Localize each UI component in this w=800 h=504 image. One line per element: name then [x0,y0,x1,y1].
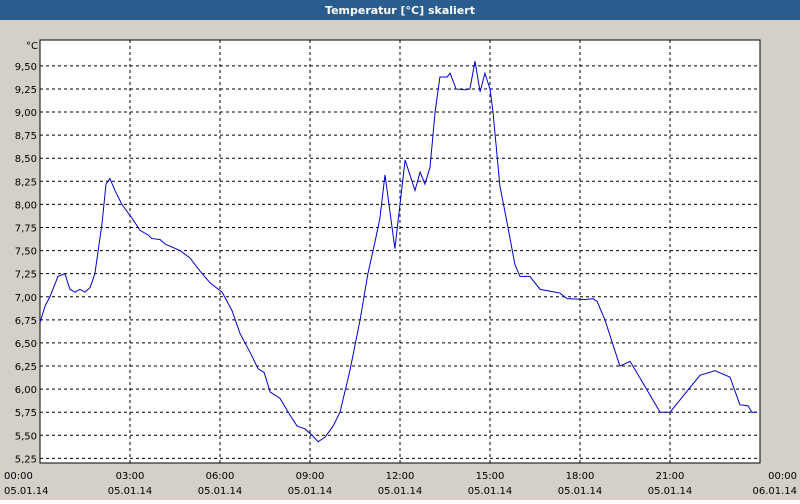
x-tick-date: 05.01.14 [648,486,693,497]
x-tick-label: 06:00 [206,471,235,482]
x-tick-label: 03:00 [116,471,145,482]
x-tick-date: 05.01.14 [108,486,153,497]
x-tick-date: 05.01.14 [378,486,423,497]
y-tick-label: 9,50 [15,62,37,73]
x-tick-label: 15:00 [476,471,505,482]
y-tick-label: 5,25 [15,454,37,465]
y-tick-label: 5,50 [15,431,37,442]
x-tick-date: 05.01.14 [4,486,49,497]
x-tick-label: 00:00 [768,471,797,482]
x-tick-date: 05.01.14 [468,486,513,497]
y-unit: °C [26,41,38,52]
title-bar [0,0,800,20]
y-tick-label: 6,50 [15,339,37,350]
y-tick-label: 7,75 [15,223,37,234]
temperature-line [39,61,757,443]
chart-title: Temperatur [°C] skaliert [325,4,475,17]
x-tick-label: 18:00 [566,471,595,482]
x-tick-date: 05.01.14 [198,486,243,497]
x-tick-date: 05.01.14 [558,486,603,497]
y-tick-label: 8,75 [15,131,37,142]
y-tick-label: 5,75 [15,408,37,419]
y-tick-label: 6,00 [15,385,37,396]
x-tick-label: 09:00 [296,471,325,482]
y-tick-label: 8,25 [15,177,37,188]
x-tick-date: 06.01.14 [752,486,797,497]
y-tick-label: 8,00 [15,200,37,211]
y-tick-label: 7,25 [15,270,37,281]
y-tick-label: 9,25 [15,85,37,96]
x-tick-label: 00:00 [4,471,33,482]
x-tick-date: 05.01.14 [288,486,333,497]
x-tick-label: 21:00 [656,471,685,482]
y-tick-label: 7,00 [15,293,37,304]
x-tick-label: 12:00 [386,471,415,482]
y-tick-label: 6,75 [15,316,37,327]
y-tick-label: 6,25 [15,362,37,373]
y-tick-label: 7,50 [15,247,37,258]
y-tick-label: 9,00 [15,108,37,119]
y-tick-label: 8,50 [15,154,37,165]
